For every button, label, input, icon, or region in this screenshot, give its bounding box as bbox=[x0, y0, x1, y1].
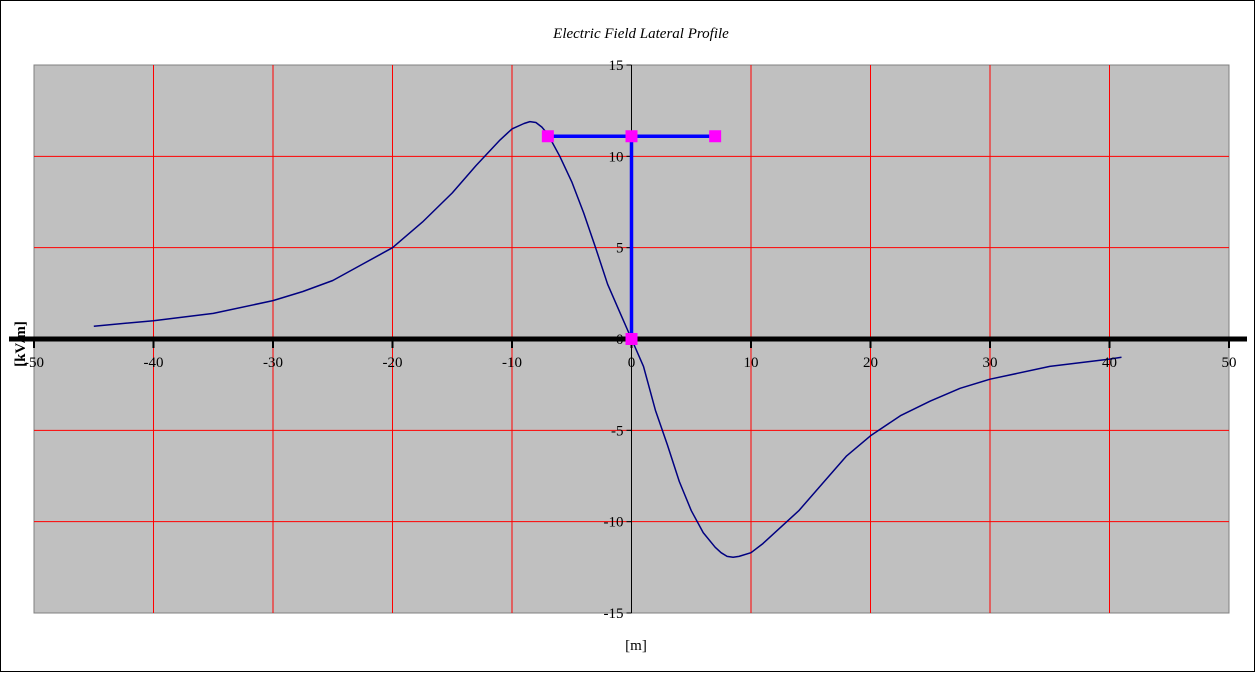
x-tick-label: 50 bbox=[1222, 355, 1237, 371]
x-tick-label: 40 bbox=[1102, 355, 1117, 371]
x-tick-label: -10 bbox=[502, 355, 522, 371]
x-tick-label: 20 bbox=[863, 355, 878, 371]
tower-marker-point bbox=[709, 130, 722, 143]
x-tick-label: 10 bbox=[744, 355, 759, 371]
x-tick-label: -30 bbox=[263, 355, 283, 371]
chart-title: Electric Field Lateral Profile bbox=[552, 26, 729, 42]
x-tick-label: -50 bbox=[24, 355, 44, 371]
x-tick-label: -40 bbox=[144, 355, 164, 371]
tower-marker-point bbox=[625, 130, 638, 143]
field-profile-line bbox=[93, 120, 1122, 559]
y-tick-label: -15 bbox=[604, 606, 624, 622]
x-axis-label: [m] bbox=[625, 638, 647, 654]
y-tick-label: 5 bbox=[616, 241, 624, 257]
y-tick-label: -5 bbox=[611, 423, 624, 439]
y-axis-label: [kV/m] bbox=[13, 321, 29, 367]
y-tick-label: -10 bbox=[604, 515, 624, 531]
y-tick-label: 10 bbox=[609, 149, 624, 165]
tower-marker-point bbox=[625, 333, 638, 345]
series-layer bbox=[93, 120, 1122, 559]
y-tick-label: 0 bbox=[616, 332, 624, 348]
x-tick-label: 30 bbox=[983, 355, 998, 371]
y-tick-label: 15 bbox=[609, 58, 624, 74]
x-tick-label: -20 bbox=[383, 355, 403, 371]
x-tick-label: 0 bbox=[628, 355, 636, 371]
tower-marker-point bbox=[541, 130, 554, 143]
